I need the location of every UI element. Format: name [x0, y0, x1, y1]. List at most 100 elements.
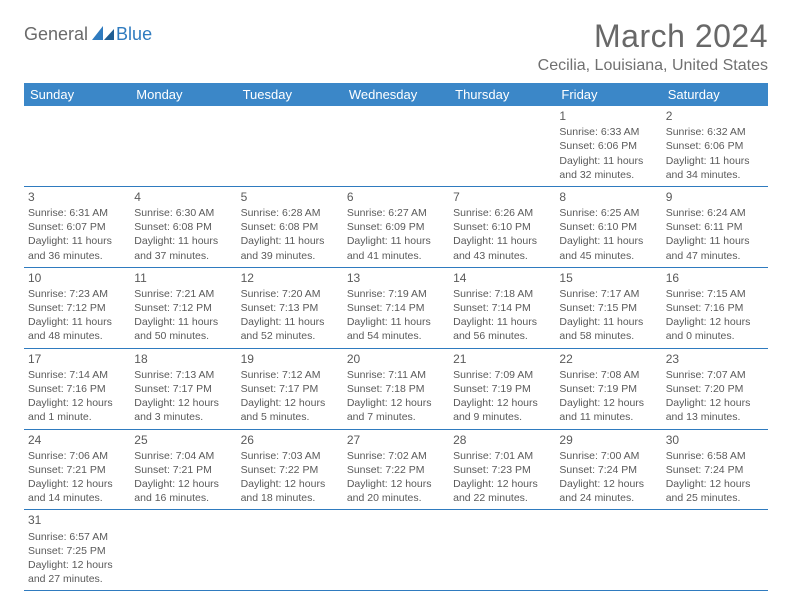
calendar-day-cell: 30Sunrise: 6:58 AMSunset: 7:24 PMDayligh… [662, 429, 768, 510]
page-header: General Blue March 2024 Cecilia, Louisia… [24, 18, 768, 75]
calendar-day-cell: 21Sunrise: 7:09 AMSunset: 7:19 PMDayligh… [449, 348, 555, 429]
sunset-label: Sunset: 6:06 PM [666, 139, 764, 153]
calendar-day-cell: 8Sunrise: 6:25 AMSunset: 6:10 PMDaylight… [555, 186, 661, 267]
calendar-day-cell: 3Sunrise: 6:31 AMSunset: 6:07 PMDaylight… [24, 186, 130, 267]
calendar-day-cell: 4Sunrise: 6:30 AMSunset: 6:08 PMDaylight… [130, 186, 236, 267]
sunrise-label: Sunrise: 7:23 AM [28, 287, 126, 301]
calendar-day-cell: 15Sunrise: 7:17 AMSunset: 7:15 PMDayligh… [555, 267, 661, 348]
calendar-table: SundayMondayTuesdayWednesdayThursdayFrid… [24, 83, 768, 591]
day-number: 29 [559, 432, 657, 448]
sail-icon [92, 26, 114, 40]
sunrise-label: Sunrise: 7:12 AM [241, 368, 339, 382]
day-number: 13 [347, 270, 445, 286]
sunrise-label: Sunrise: 6:25 AM [559, 206, 657, 220]
weekday-header: Wednesday [343, 83, 449, 106]
daylight-label: Daylight: 11 hours and 43 minutes. [453, 234, 551, 262]
calendar-day-cell: 6Sunrise: 6:27 AMSunset: 6:09 PMDaylight… [343, 186, 449, 267]
daylight-label: Daylight: 12 hours and 9 minutes. [453, 396, 551, 424]
day-number: 2 [666, 108, 764, 124]
daylight-label: Daylight: 12 hours and 14 minutes. [28, 477, 126, 505]
sunrise-label: Sunrise: 7:18 AM [453, 287, 551, 301]
calendar-day-cell: 11Sunrise: 7:21 AMSunset: 7:12 PMDayligh… [130, 267, 236, 348]
sunrise-label: Sunrise: 6:26 AM [453, 206, 551, 220]
sunset-label: Sunset: 7:22 PM [347, 463, 445, 477]
brand-part2: Blue [116, 24, 152, 45]
daylight-label: Daylight: 12 hours and 11 minutes. [559, 396, 657, 424]
daylight-label: Daylight: 12 hours and 5 minutes. [241, 396, 339, 424]
calendar-day-cell: 25Sunrise: 7:04 AMSunset: 7:21 PMDayligh… [130, 429, 236, 510]
calendar-day-cell [662, 510, 768, 591]
sunrise-label: Sunrise: 7:20 AM [241, 287, 339, 301]
sunset-label: Sunset: 6:08 PM [134, 220, 232, 234]
daylight-label: Daylight: 12 hours and 22 minutes. [453, 477, 551, 505]
day-number: 11 [134, 270, 232, 286]
sunrise-label: Sunrise: 6:57 AM [28, 530, 126, 544]
sunset-label: Sunset: 7:15 PM [559, 301, 657, 315]
calendar-day-cell [130, 106, 236, 186]
sunrise-label: Sunrise: 6:33 AM [559, 125, 657, 139]
sunrise-label: Sunrise: 7:19 AM [347, 287, 445, 301]
weekday-header: Tuesday [237, 83, 343, 106]
daylight-label: Daylight: 11 hours and 52 minutes. [241, 315, 339, 343]
sunrise-label: Sunrise: 7:06 AM [28, 449, 126, 463]
sunset-label: Sunset: 7:24 PM [559, 463, 657, 477]
sunset-label: Sunset: 7:25 PM [28, 544, 126, 558]
calendar-day-cell: 1Sunrise: 6:33 AMSunset: 6:06 PMDaylight… [555, 106, 661, 186]
sunset-label: Sunset: 6:06 PM [559, 139, 657, 153]
day-number: 27 [347, 432, 445, 448]
calendar-day-cell: 22Sunrise: 7:08 AMSunset: 7:19 PMDayligh… [555, 348, 661, 429]
calendar-day-cell: 20Sunrise: 7:11 AMSunset: 7:18 PMDayligh… [343, 348, 449, 429]
calendar-day-cell: 28Sunrise: 7:01 AMSunset: 7:23 PMDayligh… [449, 429, 555, 510]
sunset-label: Sunset: 7:16 PM [28, 382, 126, 396]
calendar-day-cell: 12Sunrise: 7:20 AMSunset: 7:13 PMDayligh… [237, 267, 343, 348]
sunset-label: Sunset: 7:17 PM [134, 382, 232, 396]
sunrise-label: Sunrise: 6:58 AM [666, 449, 764, 463]
calendar-day-cell: 26Sunrise: 7:03 AMSunset: 7:22 PMDayligh… [237, 429, 343, 510]
sunrise-label: Sunrise: 6:24 AM [666, 206, 764, 220]
daylight-label: Daylight: 12 hours and 13 minutes. [666, 396, 764, 424]
sunrise-label: Sunrise: 6:27 AM [347, 206, 445, 220]
day-number: 6 [347, 189, 445, 205]
sunset-label: Sunset: 7:22 PM [241, 463, 339, 477]
sunrise-label: Sunrise: 6:28 AM [241, 206, 339, 220]
calendar-week-row: 1Sunrise: 6:33 AMSunset: 6:06 PMDaylight… [24, 106, 768, 186]
sunset-label: Sunset: 6:11 PM [666, 220, 764, 234]
day-number: 30 [666, 432, 764, 448]
daylight-label: Daylight: 12 hours and 1 minute. [28, 396, 126, 424]
calendar-day-cell [555, 510, 661, 591]
calendar-day-cell: 31Sunrise: 6:57 AMSunset: 7:25 PMDayligh… [24, 510, 130, 591]
day-number: 16 [666, 270, 764, 286]
calendar-day-cell [343, 510, 449, 591]
day-number: 25 [134, 432, 232, 448]
sunrise-label: Sunrise: 7:15 AM [666, 287, 764, 301]
daylight-label: Daylight: 12 hours and 20 minutes. [347, 477, 445, 505]
weekday-header: Sunday [24, 83, 130, 106]
calendar-day-cell: 9Sunrise: 6:24 AMSunset: 6:11 PMDaylight… [662, 186, 768, 267]
sunset-label: Sunset: 7:13 PM [241, 301, 339, 315]
day-number: 12 [241, 270, 339, 286]
calendar-day-cell: 16Sunrise: 7:15 AMSunset: 7:16 PMDayligh… [662, 267, 768, 348]
location-subtitle: Cecilia, Louisiana, United States [538, 57, 768, 75]
sunset-label: Sunset: 7:12 PM [134, 301, 232, 315]
daylight-label: Daylight: 11 hours and 56 minutes. [453, 315, 551, 343]
calendar-day-cell: 7Sunrise: 6:26 AMSunset: 6:10 PMDaylight… [449, 186, 555, 267]
day-number: 15 [559, 270, 657, 286]
day-number: 22 [559, 351, 657, 367]
title-block: March 2024 Cecilia, Louisiana, United St… [538, 18, 768, 75]
calendar-day-cell: 14Sunrise: 7:18 AMSunset: 7:14 PMDayligh… [449, 267, 555, 348]
day-number: 21 [453, 351, 551, 367]
sunset-label: Sunset: 7:12 PM [28, 301, 126, 315]
day-number: 17 [28, 351, 126, 367]
calendar-week-row: 24Sunrise: 7:06 AMSunset: 7:21 PMDayligh… [24, 429, 768, 510]
calendar-day-cell: 5Sunrise: 6:28 AMSunset: 6:08 PMDaylight… [237, 186, 343, 267]
calendar-day-cell: 2Sunrise: 6:32 AMSunset: 6:06 PMDaylight… [662, 106, 768, 186]
sunrise-label: Sunrise: 6:32 AM [666, 125, 764, 139]
daylight-label: Daylight: 11 hours and 58 minutes. [559, 315, 657, 343]
sunset-label: Sunset: 6:10 PM [559, 220, 657, 234]
day-number: 23 [666, 351, 764, 367]
sunrise-label: Sunrise: 7:02 AM [347, 449, 445, 463]
calendar-day-cell: 24Sunrise: 7:06 AMSunset: 7:21 PMDayligh… [24, 429, 130, 510]
weekday-header: Monday [130, 83, 236, 106]
day-number: 18 [134, 351, 232, 367]
daylight-label: Daylight: 12 hours and 0 minutes. [666, 315, 764, 343]
